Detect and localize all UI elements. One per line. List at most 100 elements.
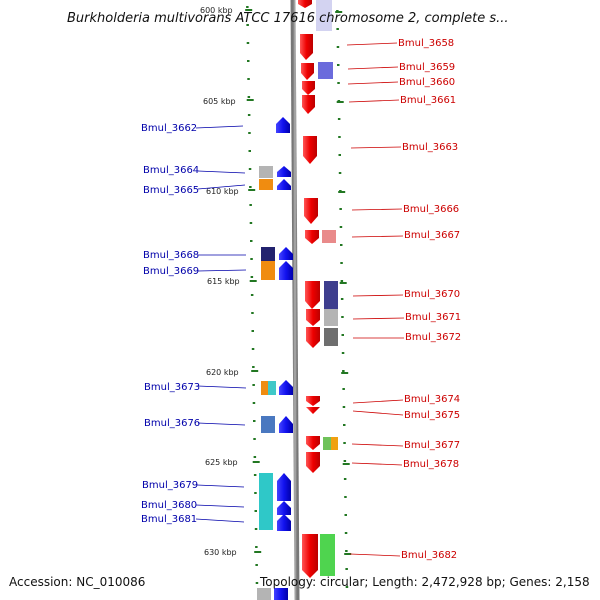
- gene-label[interactable]: Bmul_3681: [141, 514, 197, 525]
- gene-arrow[interactable]: [277, 179, 291, 190]
- gene-label[interactable]: Bmul_3673: [144, 382, 200, 393]
- gene-arrow[interactable]: [303, 136, 317, 164]
- leader-line: [196, 484, 245, 488]
- gene-label[interactable]: Bmul_3670: [404, 289, 460, 300]
- gene-label[interactable]: Bmul_3678: [403, 459, 459, 470]
- gene-arrow[interactable]: [298, 0, 312, 8]
- minor-tick: [342, 388, 345, 390]
- minor-tick: [253, 420, 256, 422]
- minor-tick: [250, 258, 253, 260]
- category-box: [318, 62, 333, 79]
- gene-arrow[interactable]: [302, 95, 315, 114]
- gene-arrow[interactable]: [276, 117, 290, 133]
- gene-label[interactable]: Bmul_3662: [141, 123, 197, 134]
- gene-arrow[interactable]: [279, 416, 293, 433]
- gene-label[interactable]: Bmul_3666: [403, 204, 459, 215]
- category-box: [261, 381, 268, 395]
- gene-arrow[interactable]: [302, 81, 315, 95]
- minor-tick: [247, 114, 251, 116]
- minor-tick: [247, 60, 250, 62]
- scale-label: 610 kbp: [206, 187, 239, 196]
- category-box: [316, 0, 332, 31]
- gene-arrow[interactable]: [277, 514, 291, 531]
- gene-arrow[interactable]: [277, 501, 291, 515]
- gene-arrow[interactable]: [279, 380, 293, 395]
- minor-tick: [343, 460, 347, 462]
- gene-arrow[interactable]: [306, 309, 320, 326]
- gene-arrow[interactable]: [306, 407, 320, 414]
- gene-arrow[interactable]: [306, 327, 320, 348]
- leader-line: [197, 269, 247, 272]
- gene-label[interactable]: Bmul_3680: [141, 500, 197, 511]
- minor-tick: [250, 276, 254, 278]
- leader-line: [351, 208, 403, 211]
- minor-tick: [254, 528, 258, 530]
- gene-label[interactable]: Bmul_3660: [399, 77, 455, 88]
- gene-arrow[interactable]: [277, 473, 291, 501]
- leader-line: [351, 443, 404, 447]
- minor-tick: [247, 78, 250, 80]
- minor-tick: [341, 334, 344, 336]
- minor-tick: [338, 172, 342, 174]
- gene-label[interactable]: Bmul_3669: [143, 266, 199, 277]
- gene-label[interactable]: Bmul_3674: [404, 394, 460, 405]
- minor-tick: [250, 294, 254, 296]
- gene-arrow[interactable]: [306, 396, 320, 406]
- scale-label: 620 kbp: [206, 368, 239, 377]
- gene-label[interactable]: Bmul_3661: [400, 95, 456, 106]
- gene-label[interactable]: Bmul_3665: [143, 185, 199, 196]
- gene-arrow[interactable]: [306, 452, 320, 473]
- major-tick: [249, 280, 257, 282]
- leader-line: [197, 184, 246, 190]
- gene-arrow[interactable]: [277, 166, 291, 177]
- minor-tick: [342, 406, 346, 408]
- minor-tick: [255, 582, 259, 584]
- gene-label[interactable]: Bmul_3664: [143, 165, 199, 176]
- left-gene-labels: Bmul_3662 Bmul_3664 Bmul_3665 Bmul_3668 …: [141, 123, 247, 525]
- gene-arrow[interactable]: [301, 63, 314, 80]
- gene-label[interactable]: Bmul_3667: [404, 230, 460, 241]
- gene-label[interactable]: Bmul_3658: [398, 38, 454, 49]
- gene-arrow[interactable]: [274, 588, 288, 600]
- gene-label[interactable]: Bmul_3682: [401, 550, 457, 561]
- gene-label[interactable]: Bmul_3679: [142, 480, 198, 491]
- gene-label[interactable]: Bmul_3668: [143, 250, 199, 261]
- gene-arrow[interactable]: [305, 281, 320, 309]
- minor-tick: [251, 312, 254, 314]
- gene-arrow[interactable]: [306, 436, 320, 450]
- accession-text: Accession: NC_010086: [9, 575, 145, 589]
- gene-label[interactable]: Bmul_3671: [405, 312, 461, 323]
- gene-arrow[interactable]: [279, 247, 293, 260]
- gene-label[interactable]: Bmul_3659: [399, 62, 455, 73]
- minor-tick: [344, 496, 347, 498]
- minor-tick: [341, 352, 345, 354]
- gene-label[interactable]: Bmul_3663: [402, 142, 458, 153]
- leader-line: [349, 553, 401, 557]
- major-tick: [254, 551, 262, 553]
- gene-label[interactable]: Bmul_3677: [404, 440, 460, 451]
- gene-label[interactable]: Bmul_3672: [405, 332, 461, 343]
- leader-line: [351, 462, 403, 466]
- gene-label[interactable]: Bmul_3675: [404, 410, 460, 421]
- genome-backbone: [290, 0, 300, 600]
- gene-label[interactable]: Bmul_3676: [144, 418, 200, 429]
- major-tick: [344, 553, 352, 555]
- map-title: Burkholderia multivorans ATCC 17616 chro…: [67, 11, 509, 26]
- leader-line: [347, 66, 399, 70]
- gene-arrow[interactable]: [302, 534, 318, 578]
- category-box: [261, 247, 275, 261]
- gene-arrow[interactable]: [304, 198, 318, 224]
- minor-tick: [340, 244, 343, 246]
- category-box: [259, 179, 273, 190]
- gene-arrow[interactable]: [305, 230, 319, 244]
- gene-arrow[interactable]: [279, 261, 293, 280]
- category-boxes-left: [257, 166, 276, 600]
- gene-arrow[interactable]: [300, 34, 313, 60]
- minor-tick: [248, 150, 251, 152]
- major-tick: [245, 9, 253, 11]
- minor-tick: [252, 384, 255, 386]
- major-tick: [252, 461, 260, 463]
- minor-tick: [336, 46, 340, 48]
- leader-line: [197, 422, 246, 426]
- forward-strand-genes: [298, 0, 320, 578]
